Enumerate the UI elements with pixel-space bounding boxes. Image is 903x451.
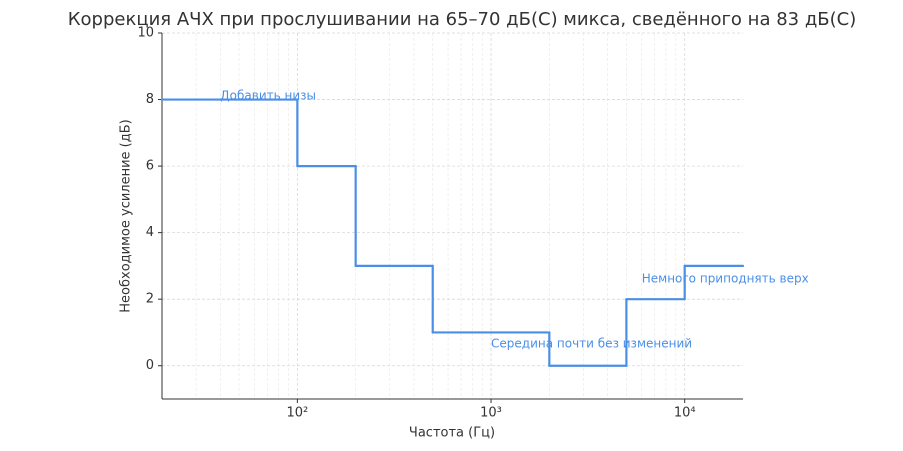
annotation: Середина почти без изменений: [491, 337, 692, 351]
x-tick-label: 10³: [480, 406, 502, 421]
x-tick-label: 10⁴: [674, 406, 696, 421]
y-tick-label: 4: [146, 225, 154, 240]
annotation: Немного приподнять верх: [642, 272, 809, 286]
y-tick-label: 10: [137, 26, 154, 41]
y-tick-label: 0: [146, 358, 154, 373]
y-tick-label: 6: [146, 159, 154, 174]
y-axis-label: Необходимое усиление (дБ): [119, 119, 134, 312]
y-tick-label: 2: [146, 292, 154, 307]
x-tick-label: 10²: [286, 406, 308, 421]
chart-title: Коррекция АЧХ при прослушивании на 65–70…: [68, 9, 856, 30]
y-tick-label: 8: [146, 92, 154, 107]
x-axis-label: Частота (Гц): [409, 426, 495, 441]
annotation: Добавить низы: [220, 89, 316, 103]
